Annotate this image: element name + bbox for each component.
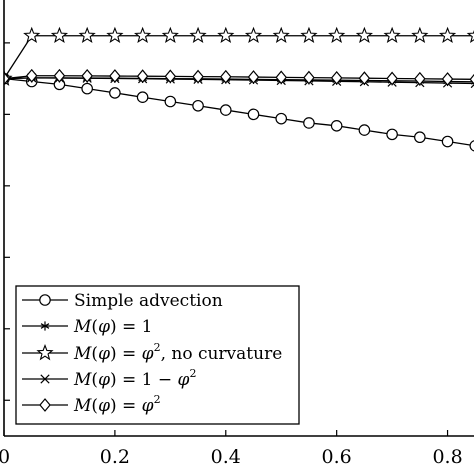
legend-box — [15, 285, 300, 425]
data-point — [247, 108, 260, 121]
data-point — [106, 26, 124, 44]
data-point — [330, 119, 343, 132]
series-line-0 — [4, 77, 474, 147]
data-point — [466, 30, 474, 44]
legend-entry: M(φ) = 1 — [22, 317, 152, 337]
legend: Simple advection M(φ) = 1 M(φ) = φ2, no cu… — [15, 285, 300, 425]
data-point — [192, 99, 204, 112]
data-point — [358, 124, 371, 136]
data-point — [358, 71, 371, 86]
ticks: 0 0.2 0.4 0.6 0.8 — [0, 42, 463, 468]
data-point — [441, 72, 454, 86]
series-layer — [4, 26, 474, 152]
data-point — [53, 68, 66, 83]
legend-marker — [39, 398, 51, 412]
data-point — [355, 26, 373, 44]
data-point — [192, 69, 204, 84]
data-point — [469, 140, 474, 152]
legend-label: M(φ) = φ2, no curvature — [73, 341, 282, 364]
data-point — [411, 26, 429, 44]
data-point — [469, 73, 474, 85]
data-point — [386, 128, 398, 141]
data-point — [414, 131, 426, 144]
legend-label: M(φ) = φ2 — [73, 393, 161, 416]
x-tick-label: 0.2 — [100, 446, 130, 468]
data-point — [189, 26, 207, 44]
data-point — [244, 26, 263, 44]
axes — [3, 0, 474, 437]
data-point — [275, 112, 288, 125]
series-2 — [4, 26, 474, 86]
data-point — [303, 117, 315, 129]
data-point — [161, 26, 179, 44]
legend-label: Simple advection — [74, 291, 223, 311]
data-point — [383, 26, 401, 44]
data-point — [330, 70, 343, 85]
data-point — [136, 69, 149, 84]
data-point — [23, 26, 41, 44]
data-point — [78, 26, 96, 44]
x-tick-label: 0.6 — [322, 446, 352, 468]
series-0 — [4, 72, 474, 152]
legend-marker — [40, 321, 50, 331]
data-point — [438, 26, 457, 44]
data-point — [386, 71, 398, 86]
data-point — [303, 70, 315, 85]
data-point — [219, 104, 232, 116]
data-point — [81, 68, 93, 83]
x-tick-label: 0.4 — [211, 446, 241, 468]
legend-marker — [40, 374, 50, 384]
data-point — [300, 26, 318, 44]
data-point — [275, 70, 288, 85]
x-tick-label: 0 — [0, 446, 10, 468]
data-point — [134, 26, 152, 44]
legend-entry: Simple advection — [22, 291, 223, 311]
data-point — [217, 26, 235, 44]
data-point — [81, 82, 93, 95]
series-4 — [4, 68, 474, 86]
data-point — [328, 26, 346, 44]
legend-entry: M(φ) = φ2 — [22, 393, 161, 416]
legend-marker — [39, 294, 51, 306]
data-point — [50, 26, 69, 44]
data-point — [247, 70, 260, 84]
x-tick-label: 0.8 — [432, 446, 462, 468]
data-point — [25, 68, 38, 83]
data-point — [136, 91, 149, 104]
data-point — [109, 87, 121, 99]
data-point — [164, 69, 177, 84]
data-point — [164, 95, 177, 108]
legend-label: M(φ) = 1 − φ2 — [73, 367, 196, 390]
series-line-2 — [4, 35, 474, 79]
data-point — [414, 71, 426, 86]
data-point — [109, 69, 121, 83]
data-point — [219, 69, 232, 84]
legend-label: M(φ) = 1 — [73, 317, 152, 337]
legend-entry: M(φ) = φ2, no curvature — [22, 341, 282, 364]
data-point — [272, 26, 290, 44]
data-point — [4, 71, 10, 86]
legend-entry: M(φ) = 1 − φ2 — [22, 367, 196, 390]
series-line-3 — [4, 77, 474, 85]
legend-marker — [36, 343, 54, 361]
data-point — [441, 135, 454, 148]
